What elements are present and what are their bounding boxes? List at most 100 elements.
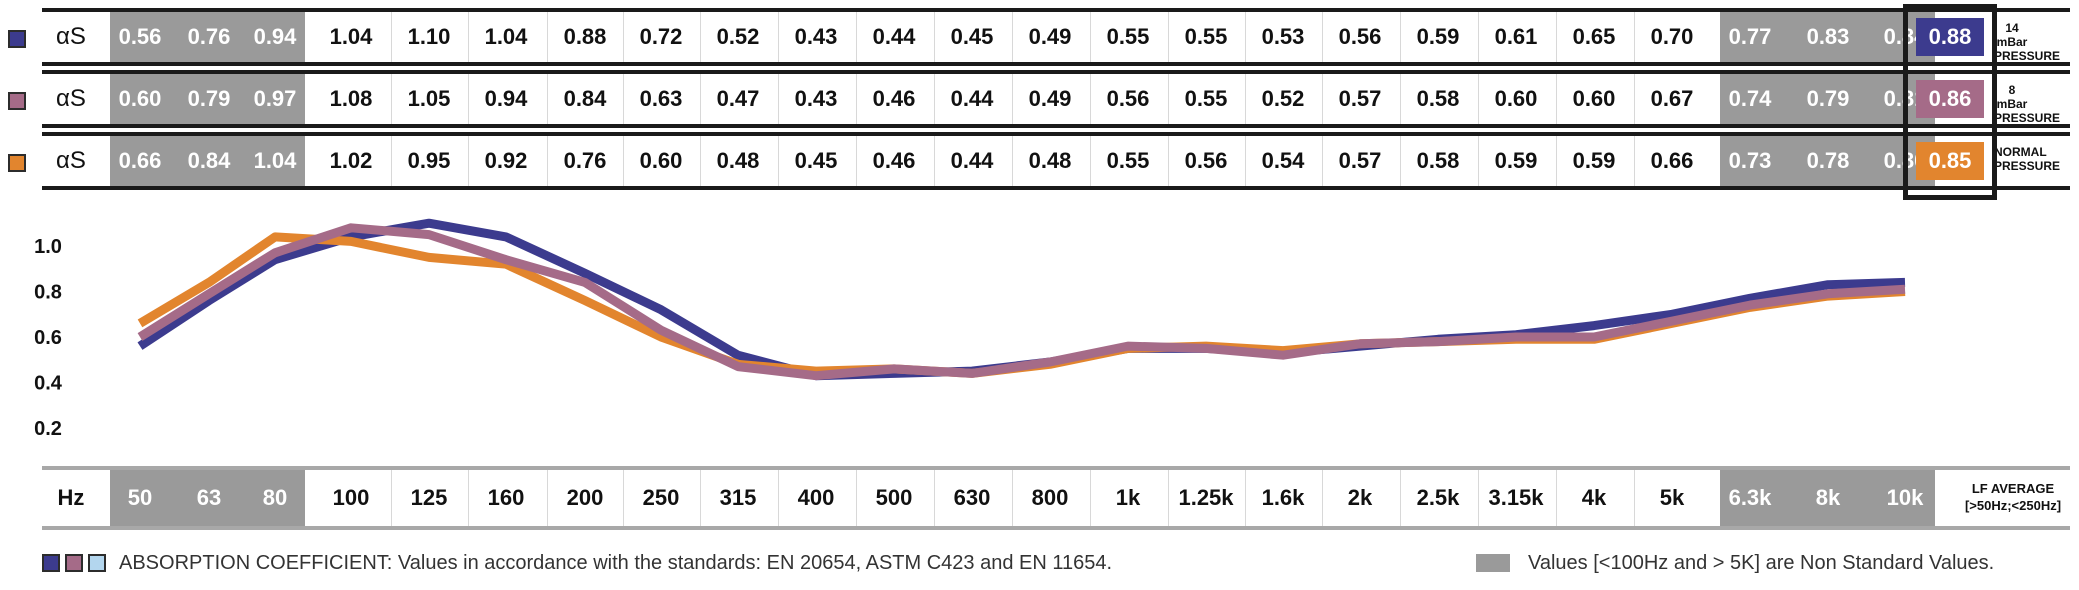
cell-divider	[1168, 12, 1169, 62]
nonstandard-band-low	[110, 74, 305, 124]
average-value-box: 0.88	[1916, 18, 1984, 56]
series-line-p8	[137, 223, 1906, 381]
cell-divider	[468, 12, 469, 62]
coefficient-cell: 0.56	[1184, 148, 1228, 173]
coefficient-cell: 0.59	[1416, 24, 1460, 49]
y-tick-label: 0.6	[34, 327, 62, 349]
frequency-cell: 315	[719, 485, 757, 510]
coefficient-cell: 0.78	[1806, 148, 1850, 173]
cell-divider	[1322, 470, 1323, 526]
cell-divider	[1400, 470, 1401, 526]
pressure-label: NORMAL PRESSURE	[1994, 145, 2060, 173]
coefficient-cell: 0.56	[118, 24, 162, 49]
lf-average-label: LF AVERAGE [>50Hz;<250Hz]	[1953, 480, 2073, 514]
coefficient-cell: 0.72	[639, 24, 683, 49]
cell-divider	[778, 74, 779, 124]
cell-divider	[1168, 74, 1169, 124]
cell-divider	[1478, 470, 1479, 526]
cell-divider	[1634, 74, 1635, 124]
coefficient-cell: 0.58	[1416, 86, 1460, 111]
cell-divider	[1322, 136, 1323, 186]
y-tick-label: 1.0	[34, 236, 62, 258]
absorption-note: ABSORPTION COEFFICIENT: Values in accord…	[119, 551, 1113, 574]
cell-divider	[1634, 470, 1635, 526]
coefficient-cell: 0.52	[1261, 86, 1305, 111]
cell-divider	[778, 12, 779, 62]
cell-divider	[1012, 12, 1013, 62]
frequency-cell: 63	[196, 485, 222, 510]
pressure-label-line1: 8 mBar	[1996, 83, 2028, 111]
cell-divider	[1556, 74, 1557, 124]
frequency-cell: 200	[566, 485, 604, 510]
coefficient-cell: 0.55	[1106, 148, 1150, 173]
frequency-cell: 10k	[1886, 485, 1924, 510]
cell-divider	[1478, 74, 1479, 124]
cell-divider	[623, 136, 624, 186]
frequency-cell: 5k	[1659, 485, 1685, 510]
average-value-box: 0.85	[1916, 142, 1984, 180]
cell-divider	[1400, 74, 1401, 124]
coefficient-cell: 0.83	[1806, 24, 1850, 49]
coefficient-row-normal: αS 0.66 0.84 1.04 1.02 0.95 0.92 0.76 0.60 0.48 0.…	[42, 132, 2070, 190]
series-marker-14mbar	[8, 30, 26, 48]
coefficient-cell: 0.47	[716, 86, 760, 111]
pressure-label-line2: PRESSURE	[1994, 111, 2061, 125]
coefficient-cell: 0.55	[1106, 24, 1150, 49]
coefficient-cell: 0.59	[1572, 148, 1616, 173]
frequency-cell: 8k	[1815, 485, 1841, 510]
coefficient-row-14mbar: αS 0.56 0.76 0.94 1.04 1.10 1.04 0.88 0.72 0.52 0.…	[42, 8, 2070, 66]
coefficient-cell: 0.60	[118, 86, 162, 111]
coefficient-cell: 0.43	[794, 24, 838, 49]
coefficient-cell: 0.66	[1650, 148, 1694, 173]
nonstandard-swatch	[1476, 554, 1510, 572]
coefficient-cell: 1.04	[253, 148, 297, 173]
coefficient-cell: 0.97	[253, 86, 297, 111]
alpha-label: αS	[56, 147, 86, 174]
coefficient-cell: 0.44	[950, 86, 994, 111]
frequency-cell: 50	[127, 485, 153, 510]
cell-divider	[468, 74, 469, 124]
coefficient-cell: 0.73	[1728, 148, 1772, 173]
coefficient-cell: 0.60	[1494, 86, 1538, 111]
frequency-cell: 1k	[1115, 485, 1141, 510]
pressure-label-line2: PRESSURE	[1994, 49, 2061, 63]
cell-divider	[1634, 136, 1635, 186]
cell-divider	[778, 136, 779, 186]
lf-average-title: LF AVERAGE	[1971, 481, 2055, 496]
coefficient-cell: 0.67	[1650, 86, 1694, 111]
cell-divider	[1478, 136, 1479, 186]
cell-divider	[547, 12, 548, 62]
cell-divider	[1245, 12, 1246, 62]
cell-divider	[623, 470, 624, 526]
legend-swatch-light-blue	[88, 554, 106, 572]
cell-divider	[468, 470, 469, 526]
coefficient-cell: 0.84	[187, 148, 231, 173]
hz-label: Hz	[57, 485, 85, 510]
average-value-box: 0.86	[1916, 80, 1984, 118]
y-tick-label: 0.2	[34, 418, 62, 440]
legend-swatch-14mbar	[42, 554, 60, 572]
nonstandard-note: Values [<100Hz and > 5K] are Non Standar…	[1528, 551, 1995, 574]
cell-divider	[1245, 136, 1246, 186]
coefficient-cell: 0.95	[407, 148, 451, 173]
frequency-cell: 400	[797, 485, 835, 510]
cell-divider	[1168, 470, 1169, 526]
cell-divider	[1245, 470, 1246, 526]
cell-divider	[856, 74, 857, 124]
cell-divider	[1556, 12, 1557, 62]
coefficient-cell: 0.59	[1494, 148, 1538, 173]
cell-divider	[700, 136, 701, 186]
coefficient-cell: 0.60	[1572, 86, 1616, 111]
cell-divider	[1090, 470, 1091, 526]
cell-divider	[1322, 12, 1323, 62]
cell-divider	[391, 74, 392, 124]
coefficient-cell: 0.92	[484, 148, 528, 173]
coefficient-cell: 0.88	[563, 24, 607, 49]
alpha-label: αS	[56, 23, 86, 50]
nonstandard-legend: Values [<100Hz and > 5K] are Non Standar…	[1476, 552, 1994, 574]
coefficient-cell: 0.65	[1572, 24, 1616, 49]
coefficient-cell: 0.76	[563, 148, 607, 173]
cell-divider	[700, 74, 701, 124]
pressure-label-line1: 14 mBar	[1996, 21, 2028, 49]
frequency-cell: 100	[332, 485, 370, 510]
